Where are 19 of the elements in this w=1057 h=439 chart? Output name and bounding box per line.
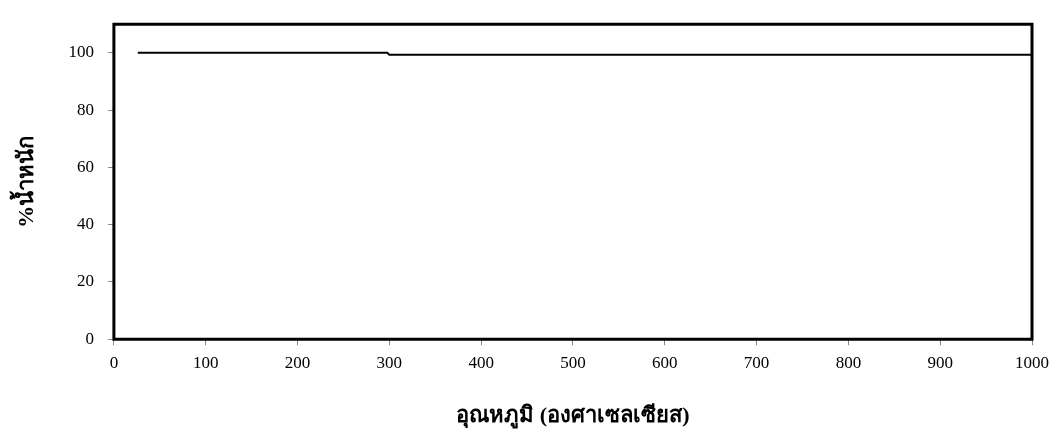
x-axis-title: อุณหภูมิ (องศาเซลเซียส) xyxy=(456,402,690,430)
x-tick-label: 800 xyxy=(835,352,862,372)
x-tick-label: 600 xyxy=(652,352,678,372)
x-tick-label: 300 xyxy=(376,352,403,372)
x-tick-label: 900 xyxy=(927,352,953,372)
x-tick-label: 200 xyxy=(284,352,311,372)
y-tick-label: 100 xyxy=(68,42,94,62)
y-tick-label: 0 xyxy=(85,328,94,348)
x-tick-label: 700 xyxy=(743,352,770,372)
x-tick-label: 0 xyxy=(109,352,119,372)
y-tick-label: 60 xyxy=(76,156,94,176)
x-tick-label: 400 xyxy=(468,352,494,372)
y-axis-title: %น้ำหนัก xyxy=(8,135,38,228)
x-tick-label: 500 xyxy=(560,352,586,372)
y-tick-label: 80 xyxy=(76,99,94,119)
y-tick-label: 20 xyxy=(76,271,94,291)
y-tick-label: 40 xyxy=(76,214,94,234)
x-tick-label: 100 xyxy=(192,352,219,372)
x-tick-label: 1000 xyxy=(1015,352,1049,372)
